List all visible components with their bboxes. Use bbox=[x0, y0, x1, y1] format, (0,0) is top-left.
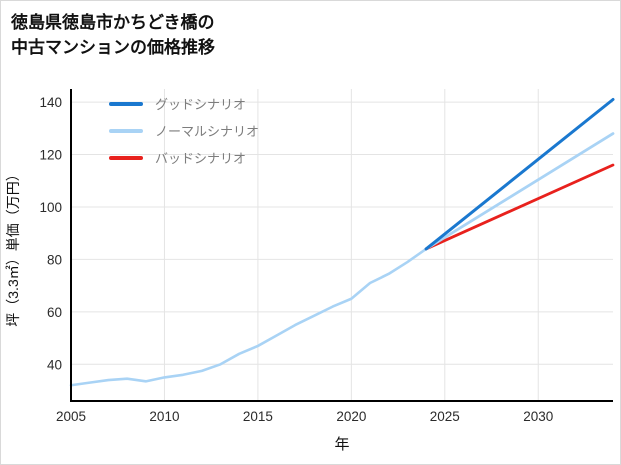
legend-item-0: グッドシナリオ bbox=[109, 95, 259, 112]
legend-item-2: バッドシナリオ bbox=[109, 149, 259, 166]
legend-line-swatch bbox=[109, 128, 143, 133]
chart-title-line2: 中古マンションの価格推移 bbox=[11, 37, 215, 57]
chart-title: 徳島県徳島市かちどき橋の 中古マンションの価格推移 bbox=[11, 11, 215, 60]
y-tick-label-140: 140 bbox=[39, 95, 62, 110]
legend-line-swatch bbox=[109, 101, 143, 106]
x-tick-label-2010: 2010 bbox=[149, 409, 179, 424]
chart-title-line1: 徳島県徳島市かちどき橋の bbox=[11, 13, 215, 32]
legend-label: ノーマルシナリオ bbox=[155, 124, 260, 139]
y-tick-label-120: 120 bbox=[39, 148, 62, 163]
chart-legend: グッドシナリオ ノーマルシナリオ バッドシナリオ bbox=[109, 95, 259, 166]
series-line-good-scenario bbox=[424, 97, 615, 251]
x-tick-label-2020: 2020 bbox=[336, 409, 366, 424]
legend-line-swatch bbox=[109, 155, 143, 160]
x-tick-label-2030: 2030 bbox=[523, 409, 553, 424]
x-tick-label-2025: 2025 bbox=[430, 409, 460, 424]
y-tick-label-80: 80 bbox=[47, 252, 62, 267]
y-axis-label: 坪（3.3㎡）単価（万円） bbox=[5, 167, 21, 327]
y-tick-label-60: 60 bbox=[47, 305, 62, 320]
x-axis-label: 年 bbox=[334, 436, 350, 453]
legend-item-1: ノーマルシナリオ bbox=[109, 122, 259, 139]
series-line-normal-scenario bbox=[424, 132, 615, 251]
series-line-historical bbox=[69, 247, 428, 387]
y-tick-label-100: 100 bbox=[39, 200, 62, 215]
legend-label: バッドシナリオ bbox=[155, 151, 247, 166]
y-tick-label-40: 40 bbox=[47, 357, 62, 372]
x-tick-label-2015: 2015 bbox=[243, 409, 273, 424]
x-tick-label-2005: 2005 bbox=[56, 409, 86, 424]
legend-label: グッドシナリオ bbox=[155, 97, 247, 112]
series-line-bad-scenario bbox=[424, 163, 615, 251]
